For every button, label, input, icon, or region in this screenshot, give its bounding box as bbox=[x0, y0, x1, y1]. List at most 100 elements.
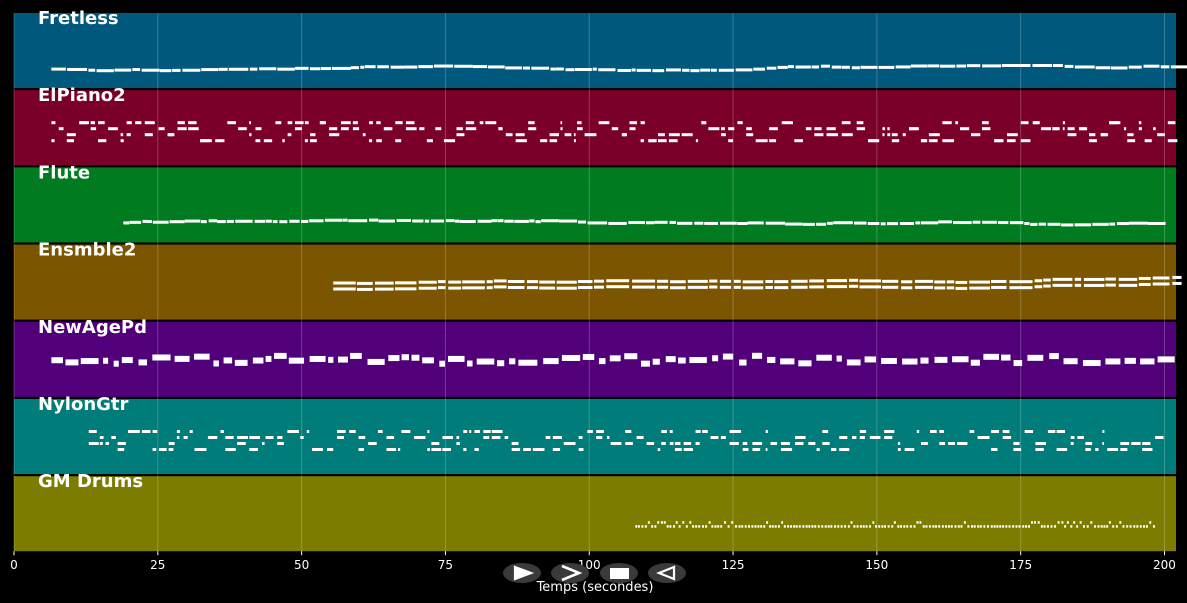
note bbox=[552, 436, 562, 439]
note bbox=[897, 525, 900, 528]
track-label-6: GM Drums bbox=[38, 471, 143, 492]
note bbox=[793, 525, 796, 528]
note bbox=[689, 521, 692, 524]
note bbox=[983, 353, 1000, 360]
note bbox=[670, 286, 686, 290]
note bbox=[1142, 442, 1151, 445]
play-forward-button[interactable] bbox=[503, 563, 541, 583]
note bbox=[560, 127, 563, 131]
note bbox=[367, 358, 385, 365]
note bbox=[549, 133, 559, 137]
note bbox=[331, 66, 351, 70]
note bbox=[787, 525, 790, 528]
note bbox=[785, 222, 803, 226]
note bbox=[320, 67, 331, 71]
note bbox=[483, 430, 491, 433]
note bbox=[1109, 121, 1119, 125]
note bbox=[497, 219, 504, 223]
note bbox=[1160, 65, 1170, 69]
note bbox=[208, 219, 217, 223]
note bbox=[846, 359, 861, 366]
note bbox=[1050, 525, 1053, 528]
note bbox=[1067, 127, 1075, 131]
note bbox=[848, 278, 859, 282]
note bbox=[987, 525, 990, 528]
note bbox=[377, 65, 389, 69]
note bbox=[159, 448, 166, 451]
note bbox=[295, 66, 309, 70]
note bbox=[878, 525, 881, 528]
note bbox=[1002, 525, 1005, 528]
note bbox=[629, 121, 638, 125]
note bbox=[689, 357, 707, 364]
note bbox=[1122, 525, 1125, 528]
note bbox=[549, 139, 558, 143]
stop-button[interactable] bbox=[600, 563, 638, 583]
note bbox=[249, 436, 261, 439]
note bbox=[746, 127, 752, 131]
note bbox=[79, 121, 87, 125]
note bbox=[437, 286, 446, 290]
note bbox=[337, 356, 348, 363]
note bbox=[493, 285, 507, 289]
note bbox=[201, 68, 219, 72]
note bbox=[1038, 222, 1046, 226]
note bbox=[1157, 356, 1175, 363]
x-tick-label-1: 25 bbox=[150, 558, 165, 572]
note bbox=[507, 280, 525, 284]
note bbox=[255, 139, 261, 143]
note bbox=[1037, 521, 1040, 524]
note bbox=[811, 65, 820, 69]
note bbox=[526, 286, 539, 290]
note bbox=[721, 127, 725, 131]
fast-forward-button[interactable] bbox=[551, 563, 589, 583]
note bbox=[306, 430, 310, 433]
note bbox=[356, 281, 373, 285]
note bbox=[1131, 442, 1141, 445]
note bbox=[840, 525, 843, 528]
note bbox=[509, 358, 516, 365]
note bbox=[742, 448, 749, 451]
rewind-button[interactable] bbox=[648, 563, 686, 583]
track-label-4: NewAgePd bbox=[38, 317, 147, 338]
note bbox=[279, 220, 288, 224]
note bbox=[695, 525, 698, 528]
note bbox=[850, 521, 853, 524]
note bbox=[827, 221, 833, 225]
note bbox=[218, 67, 228, 71]
note bbox=[737, 222, 748, 226]
note bbox=[897, 448, 901, 451]
note bbox=[319, 121, 325, 125]
note bbox=[738, 525, 741, 528]
note bbox=[487, 65, 505, 69]
note bbox=[669, 220, 676, 224]
note bbox=[719, 279, 732, 283]
note bbox=[675, 521, 678, 524]
note bbox=[1046, 525, 1049, 528]
note bbox=[348, 219, 368, 223]
note bbox=[1153, 127, 1156, 131]
note bbox=[1138, 127, 1142, 131]
note bbox=[841, 121, 851, 125]
track-band-2 bbox=[14, 167, 1176, 243]
note bbox=[660, 521, 663, 524]
note bbox=[669, 442, 674, 445]
note bbox=[948, 525, 951, 528]
note bbox=[765, 279, 773, 283]
note bbox=[624, 353, 638, 360]
note bbox=[692, 525, 695, 528]
note bbox=[708, 127, 720, 131]
note bbox=[1054, 525, 1057, 528]
note bbox=[808, 442, 816, 445]
note bbox=[126, 121, 132, 125]
note bbox=[1083, 277, 1105, 281]
note bbox=[456, 436, 460, 439]
note bbox=[868, 139, 877, 143]
note bbox=[51, 67, 66, 71]
note bbox=[1140, 358, 1155, 365]
note bbox=[1118, 277, 1138, 281]
note bbox=[578, 436, 583, 439]
note bbox=[942, 121, 952, 125]
note bbox=[1027, 354, 1044, 361]
note bbox=[1116, 222, 1130, 226]
